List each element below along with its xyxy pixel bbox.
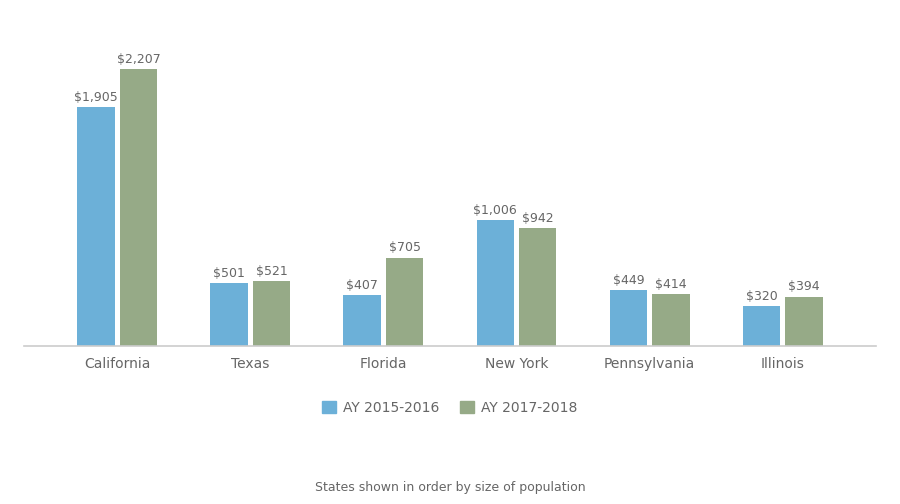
Bar <box>344 295 381 346</box>
Bar <box>786 297 823 346</box>
Text: States shown in order by size of population: States shown in order by size of populat… <box>315 481 585 494</box>
Text: $501: $501 <box>213 267 245 280</box>
Bar <box>477 220 514 346</box>
Text: $414: $414 <box>655 278 687 291</box>
Bar <box>211 283 248 346</box>
Bar <box>609 290 647 346</box>
Bar <box>652 294 689 346</box>
Bar <box>253 281 290 346</box>
Bar <box>77 107 114 346</box>
Text: $2,207: $2,207 <box>117 53 160 66</box>
Text: $942: $942 <box>522 212 554 225</box>
Text: $1,006: $1,006 <box>473 204 518 217</box>
Text: $1,905: $1,905 <box>74 91 118 104</box>
Text: $449: $449 <box>613 274 644 287</box>
Bar <box>742 306 780 346</box>
Bar <box>120 70 158 346</box>
Bar <box>386 258 423 346</box>
Legend: AY 2015-2016, AY 2017-2018: AY 2015-2016, AY 2017-2018 <box>317 395 583 420</box>
Text: $320: $320 <box>745 290 778 303</box>
Text: $407: $407 <box>346 279 378 292</box>
Text: $521: $521 <box>256 265 287 278</box>
Text: $705: $705 <box>389 241 420 255</box>
Bar <box>519 228 556 346</box>
Text: $394: $394 <box>788 281 820 293</box>
